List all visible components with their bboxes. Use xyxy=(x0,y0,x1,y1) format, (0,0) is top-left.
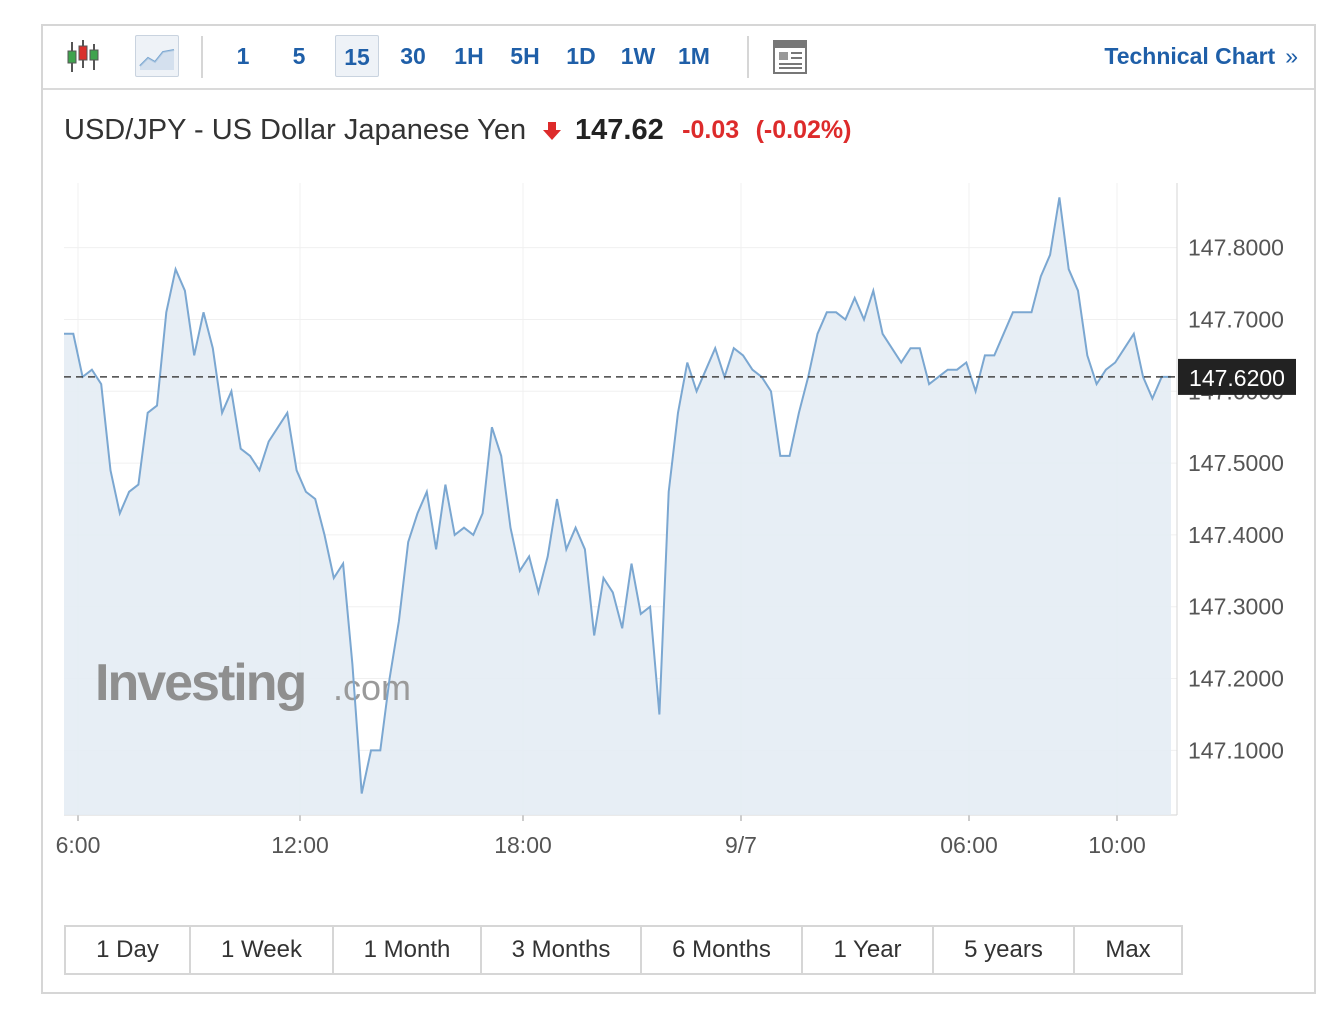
toolbar-divider xyxy=(747,36,749,78)
x-tick-label: 06:00 xyxy=(940,832,998,858)
y-tick-label: 147.1000 xyxy=(1188,737,1284,763)
down-arrow-icon xyxy=(541,120,563,142)
interval-button-1w[interactable]: 1W xyxy=(620,43,656,69)
last-price-marker xyxy=(1178,358,1296,395)
y-tick-label: 147.4000 xyxy=(1188,522,1284,548)
interval-button-5[interactable]: 5 xyxy=(292,43,306,69)
last-price-label: 147.6200 xyxy=(1189,365,1285,391)
technical-chart-label: Technical Chart xyxy=(1104,43,1276,69)
interval-button-15[interactable]: 15 xyxy=(335,35,379,77)
range-button-1-month[interactable]: 1 Month xyxy=(334,927,482,973)
instrument-name: USD/JPY - US Dollar Japanese Yen xyxy=(64,114,527,146)
chevron-right-icon: » xyxy=(1285,43,1298,69)
news-list-icon[interactable] xyxy=(771,38,809,76)
interval-button-5h[interactable]: 5H xyxy=(510,43,540,69)
range-button-1-week[interactable]: 1 Week xyxy=(191,927,334,973)
area-line-icon[interactable] xyxy=(135,35,179,77)
range-button-5-years[interactable]: 5 years xyxy=(934,927,1075,973)
range-button-1-day[interactable]: 1 Day xyxy=(66,927,191,973)
range-button-1-year[interactable]: 1 Year xyxy=(803,927,934,973)
investing-watermark-suffix: .com xyxy=(333,667,411,708)
x-tick-label: 12:00 xyxy=(271,832,329,858)
quote-header: USD/JPY - US Dollar Japanese Yen 147.62 … xyxy=(64,114,863,154)
range-selector: 1 Day 1 Week 1 Month 3 Months 6 Months 1 Year… xyxy=(64,925,1183,975)
chart-widget: 1 5 15 30 1H 5H 1D 1W 1M Technical Chart» USD/JP… xyxy=(41,24,1316,994)
range-button-max[interactable]: Max xyxy=(1075,927,1181,973)
y-tick-label: 147.3000 xyxy=(1188,594,1284,620)
candlestick-icon[interactable] xyxy=(63,38,103,76)
y-tick-label: 147.7000 xyxy=(1188,306,1284,332)
price-line xyxy=(64,197,1171,794)
price-change-percent: (-0.02%) xyxy=(755,116,852,144)
interval-button-1h[interactable]: 1H xyxy=(454,43,484,69)
price-area xyxy=(64,197,1171,815)
price-chart[interactable]: 147.8000147.7000147.6000147.5000147.4000… xyxy=(43,26,1314,906)
y-tick-label: 147.8000 xyxy=(1188,235,1284,261)
y-tick-label: 147.2000 xyxy=(1188,666,1284,692)
interval-button-1d[interactable]: 1D xyxy=(566,43,596,69)
x-tick-label: 9/7 xyxy=(725,832,757,858)
interval-button-30[interactable]: 30 xyxy=(400,43,426,69)
y-tick-label: 147.5000 xyxy=(1188,450,1284,476)
investing-watermark: Investing xyxy=(95,654,305,712)
chart-toolbar: 1 5 15 30 1H 5H 1D 1W 1M Technical Chart» xyxy=(43,26,1314,90)
x-tick-label: 18:00 xyxy=(494,832,552,858)
range-button-3-months[interactable]: 3 Months xyxy=(482,927,642,973)
interval-button-1m[interactable]: 1M xyxy=(678,43,710,69)
price-change: -0.03 xyxy=(682,116,740,144)
toolbar-divider xyxy=(201,36,203,78)
interval-button-1[interactable]: 1 xyxy=(236,43,250,69)
x-tick-label: 10:00 xyxy=(1088,832,1146,858)
technical-chart-link[interactable]: Technical Chart » xyxy=(1104,35,1298,77)
range-button-6-months[interactable]: 6 Months xyxy=(642,927,803,973)
x-tick-label: 6:00 xyxy=(56,832,101,858)
last-price: 147.62 xyxy=(575,114,664,146)
